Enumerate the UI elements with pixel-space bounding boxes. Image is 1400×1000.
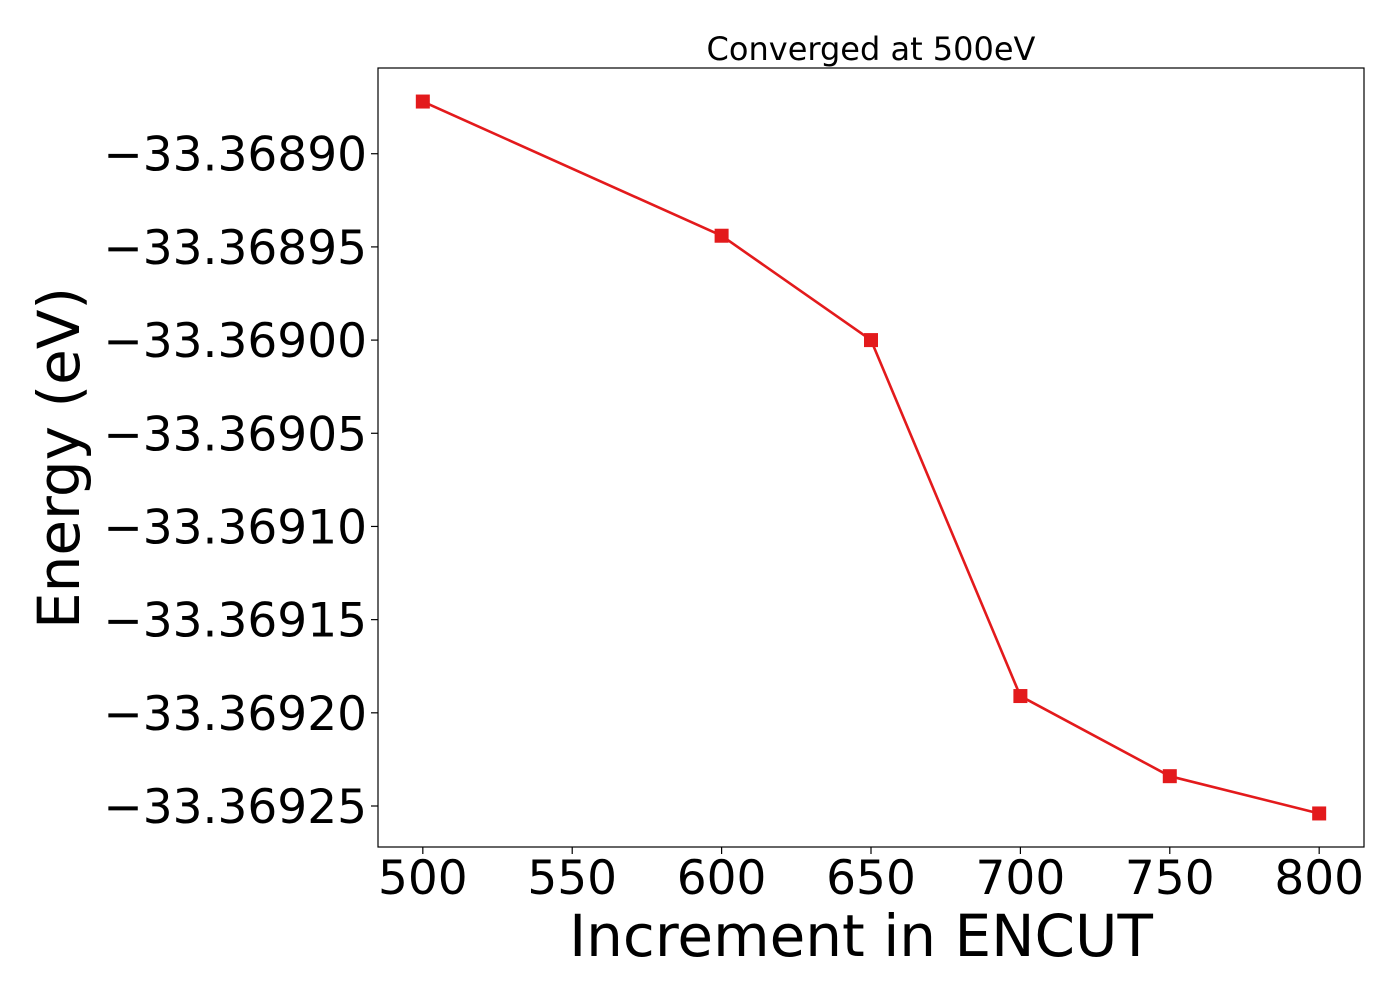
data-point: [864, 333, 878, 348]
y-tick-label: −33.36920: [103, 687, 367, 742]
y-tick-label: −33.36910: [103, 500, 367, 555]
x-tick-label: 700: [976, 851, 1066, 906]
data-point: [714, 228, 729, 243]
y-tick-label: −33.36905: [103, 407, 367, 462]
data-point: [1013, 689, 1028, 704]
y-axis: −33.36890 −33.36895 −33.36900 −33.36905 −33.…: [103, 128, 378, 835]
series-layer: [415, 94, 1327, 821]
y-tick-label: −33.36890: [103, 128, 367, 183]
y-tick-label: −33.36925: [103, 780, 367, 835]
x-tick-label: 800: [1274, 851, 1364, 906]
chart-title: Converged at 500eV: [707, 30, 1036, 68]
y-tick-label: −33.36915: [103, 594, 367, 649]
x-tick-label: 600: [677, 851, 767, 906]
data-point: [415, 94, 430, 109]
y-tick-label: −33.36895: [103, 221, 367, 276]
data-point: [1312, 806, 1327, 821]
series-line: [422, 100, 1320, 815]
data-point: [1162, 769, 1177, 784]
x-tick-label: 550: [527, 851, 617, 906]
x-tick-label: 650: [826, 851, 916, 906]
y-tick-label: −33.36900: [103, 314, 367, 369]
x-tick-label: 750: [1125, 851, 1215, 906]
x-tick-label: 500: [378, 851, 468, 906]
x-axis-title: Increment in ENCUT: [569, 902, 1153, 970]
x-axis: 500 550 600 650 700 750 800: [378, 847, 1364, 906]
y-axis-title: Energy (eV): [25, 287, 93, 629]
plot-frame: [377, 67, 1365, 848]
